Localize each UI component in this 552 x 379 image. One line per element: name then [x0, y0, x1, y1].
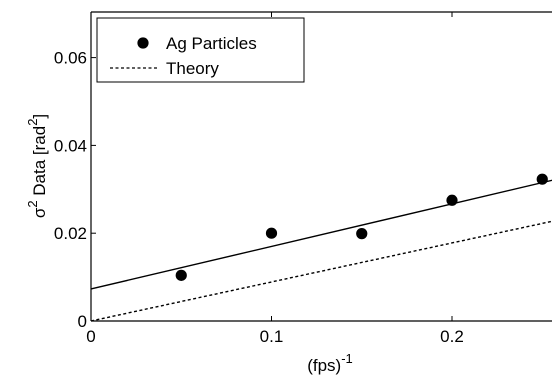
- tick-labels-layer: 00.10.20.30.40.500.020.040.06: [54, 49, 464, 346]
- legend-label-ag-particles: Ag Particles: [166, 34, 257, 53]
- data-point: [175, 269, 187, 281]
- legend-marker-ag-particles: [137, 37, 149, 49]
- x-tick-label: 0.2: [440, 327, 464, 346]
- y-axis-title: σ2 Data [rad2]: [25, 114, 49, 218]
- data-point: [356, 228, 368, 240]
- fit-line: [90, 179, 552, 290]
- lines-layer: [90, 179, 552, 322]
- data-point: [446, 194, 458, 206]
- x-tick-label: 0.1: [260, 327, 284, 346]
- data-point: [536, 173, 548, 185]
- legend-box: [96, 17, 305, 83]
- data-point: [265, 227, 278, 239]
- x-tick-label: 0: [86, 327, 95, 346]
- points-layer: [175, 173, 548, 281]
- x-axis-title: (fps)-1: [307, 351, 353, 375]
- ticks-layer: [90, 12, 453, 322]
- y-tick-label: 0.06: [54, 49, 87, 68]
- legend-label-theory: Theory: [166, 59, 219, 78]
- y-tick-label: 0.02: [54, 224, 87, 243]
- legend: Ag Particles Theory: [96, 17, 305, 83]
- y-tick-label: 0: [78, 312, 87, 331]
- y-tick-label: 0.04: [54, 136, 87, 155]
